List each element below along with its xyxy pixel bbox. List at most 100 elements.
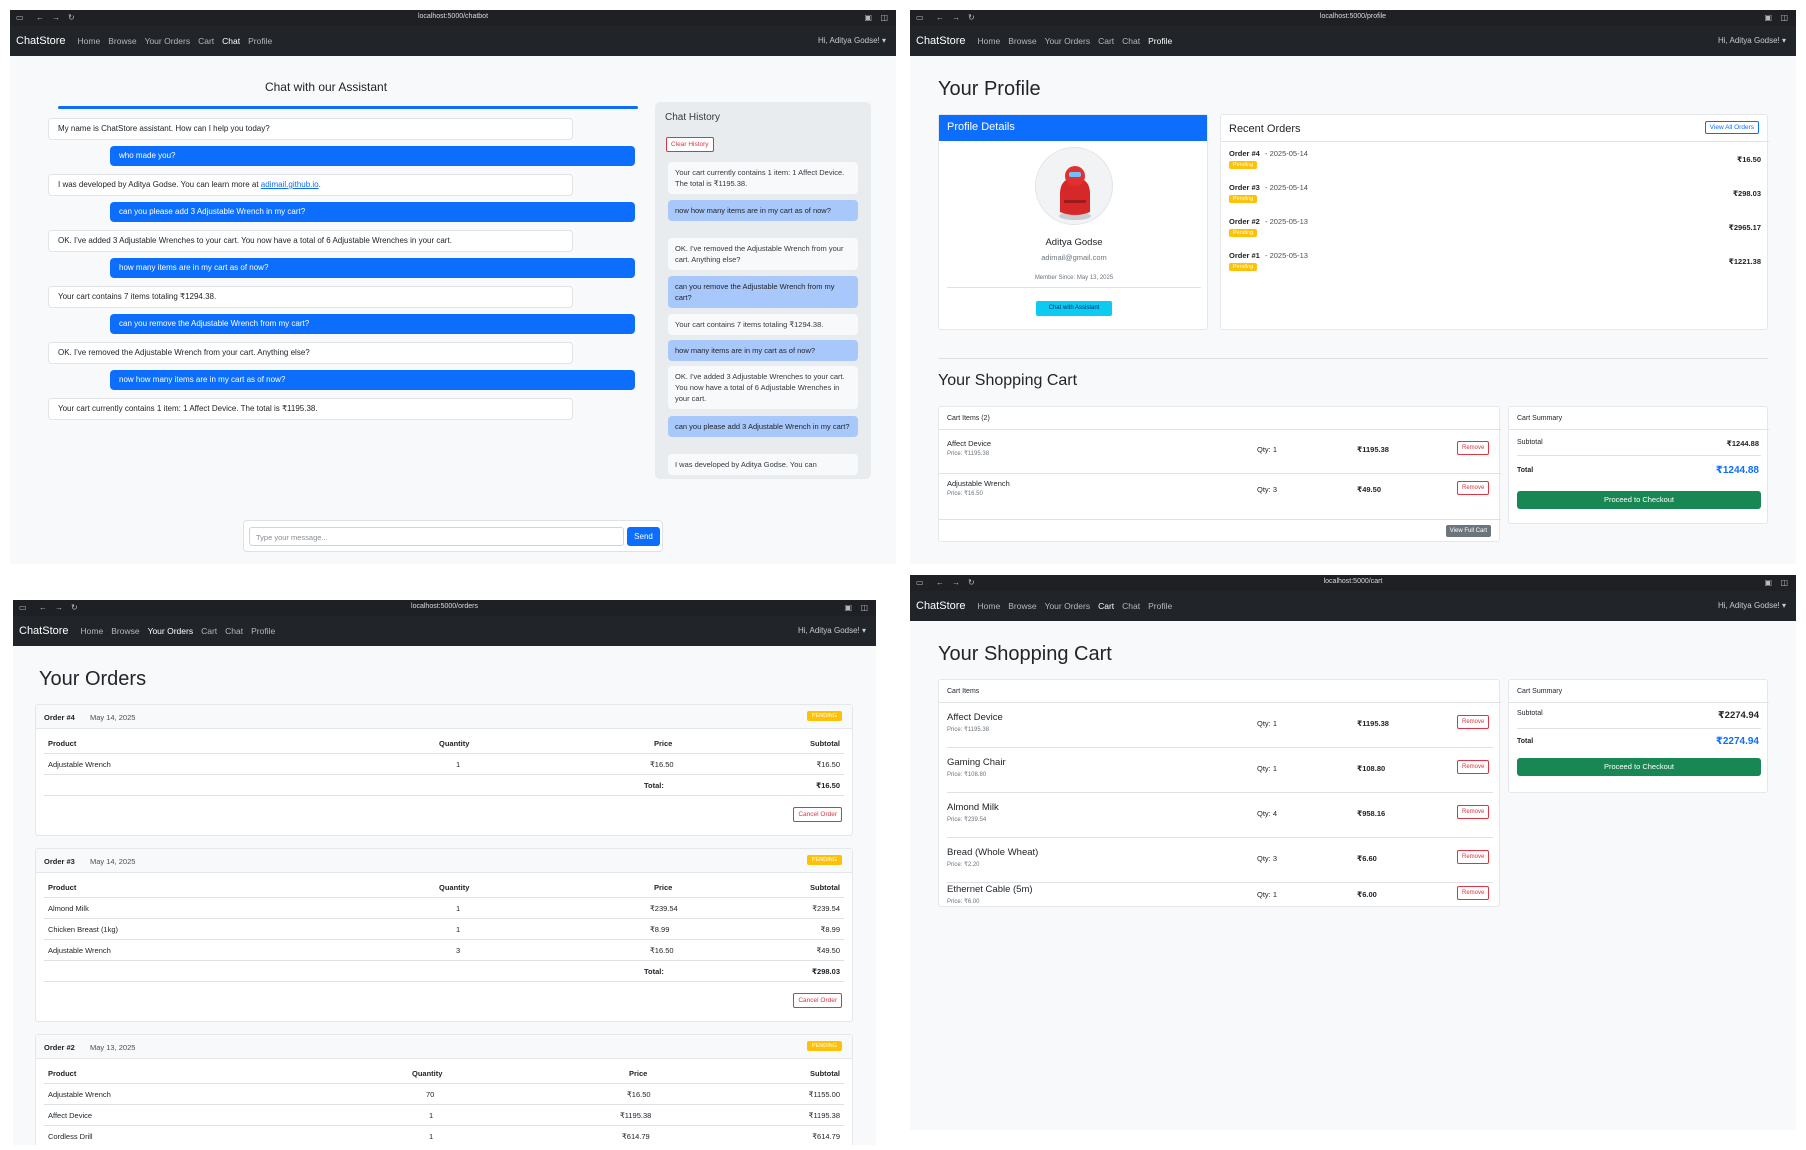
split-view-icon[interactable]: ◫ bbox=[880, 13, 888, 22]
recent-order-row[interactable]: Order #2 - 2025-05-13 Pending ₹2965.17 bbox=[1229, 217, 1761, 247]
back-icon[interactable]: ← bbox=[936, 13, 944, 22]
cell-quantity: 70 bbox=[426, 1090, 435, 1099]
nav-browse[interactable]: Browse bbox=[108, 36, 137, 46]
nav-orders[interactable]: Your Orders bbox=[1044, 601, 1091, 611]
forward-icon[interactable]: → bbox=[952, 578, 960, 587]
recent-order-row[interactable]: Order #1 - 2025-05-13 Pending ₹1221.38 bbox=[1229, 251, 1761, 281]
extensions-icon[interactable]: ▣ bbox=[1764, 13, 1772, 22]
split-view-icon[interactable]: ◫ bbox=[1780, 13, 1788, 22]
split-view-icon[interactable]: ◫ bbox=[860, 603, 868, 612]
forward-icon[interactable]: → bbox=[55, 603, 63, 612]
nav-profile[interactable]: Profile bbox=[248, 36, 273, 46]
brand-logo[interactable]: ChatStore bbox=[916, 600, 966, 612]
checkout-button[interactable]: Proceed to Checkout bbox=[1517, 491, 1761, 509]
nav-browse[interactable]: Browse bbox=[1008, 36, 1037, 46]
sidebar-toggle-icon[interactable]: ▭ bbox=[916, 13, 924, 22]
nav-cart[interactable]: Cart bbox=[1098, 601, 1115, 611]
user-menu[interactable]: Hi, Aditya Godse! ▾ bbox=[1717, 601, 1786, 610]
brand-logo[interactable]: ChatStore bbox=[19, 625, 69, 637]
extensions-icon[interactable]: ▣ bbox=[864, 13, 872, 22]
user-menu[interactable]: Hi, Aditya Godse! ▾ bbox=[1717, 36, 1786, 45]
history-item[interactable]: I was developed by Aditya Godse. You can bbox=[668, 454, 858, 475]
back-icon[interactable]: ← bbox=[39, 603, 47, 612]
send-button[interactable]: Send bbox=[627, 527, 660, 546]
history-item[interactable]: can you please add 3 Adjustable Wrench i… bbox=[668, 416, 858, 437]
split-view-icon[interactable]: ◫ bbox=[1780, 578, 1788, 587]
remove-button[interactable]: Remove bbox=[1457, 886, 1490, 900]
address-bar[interactable]: localhost:5000/profile bbox=[1319, 13, 1387, 20]
chat-history-panel[interactable]: Chat History Clear History Your cart cur… bbox=[655, 102, 871, 479]
nav-orders[interactable]: Your Orders bbox=[147, 626, 194, 636]
nav-chat[interactable]: Chat bbox=[1122, 36, 1141, 46]
user-menu[interactable]: Hi, Aditya Godse! ▾ bbox=[817, 36, 886, 45]
item-name: Adjustable Wrench bbox=[947, 479, 1010, 488]
nav-profile[interactable]: Profile bbox=[251, 626, 276, 636]
extensions-icon[interactable]: ▣ bbox=[844, 603, 852, 612]
clear-history-button[interactable]: Clear History bbox=[666, 137, 714, 152]
chat-with-assistant-button[interactable]: Chat with Assistant bbox=[1036, 301, 1112, 316]
history-item[interactable]: Your cart contains 7 items totaling ₹129… bbox=[668, 314, 858, 335]
history-item[interactable]: OK. I've added 3 Adjustable Wrenches to … bbox=[668, 366, 858, 409]
view-all-orders-button[interactable]: View All Orders bbox=[1704, 121, 1759, 134]
recent-order-row[interactable]: Order #4 - 2025-05-14 Pending ₹16.50 bbox=[1229, 149, 1761, 179]
message-input[interactable]: Type your message... bbox=[249, 527, 624, 546]
bot-message-link[interactable]: adimail.github.io bbox=[260, 180, 319, 189]
history-item[interactable]: how many items are in my cart as of now? bbox=[668, 340, 858, 361]
nav-profile[interactable]: Profile bbox=[1148, 601, 1173, 611]
cancel-order-button[interactable]: Cancel Order bbox=[793, 993, 842, 1008]
col-product: Product bbox=[48, 1069, 77, 1078]
history-item[interactable]: now how many items are in my cart as of … bbox=[668, 200, 858, 221]
table-row: Adjustable Wrench 1 ₹16.50 ₹16.50 bbox=[44, 754, 844, 775]
nav-home[interactable]: Home bbox=[977, 36, 1001, 46]
brand-logo[interactable]: ChatStore bbox=[916, 35, 966, 47]
nav-home[interactable]: Home bbox=[977, 601, 1001, 611]
remove-button[interactable]: Remove bbox=[1457, 715, 1490, 729]
sidebar-toggle-icon[interactable]: ▭ bbox=[916, 578, 924, 587]
nav-cart[interactable]: Cart bbox=[198, 36, 215, 46]
checkout-button[interactable]: Proceed to Checkout bbox=[1517, 758, 1761, 776]
history-item[interactable]: OK. I've removed the Adjustable Wrench f… bbox=[668, 238, 858, 270]
history-item[interactable]: Your cart currently contains 1 item: 1 A… bbox=[668, 162, 858, 194]
nav-orders[interactable]: Your Orders bbox=[1044, 36, 1091, 46]
recent-order-row[interactable]: Order #3 - 2025-05-14 Pending ₹298.03 bbox=[1229, 183, 1761, 213]
item-qty: Qty: 3 bbox=[1257, 485, 1278, 494]
nav-browse[interactable]: Browse bbox=[111, 626, 140, 636]
forward-icon[interactable]: → bbox=[52, 13, 60, 22]
recent-orders-card: Recent Orders View All Orders Order #4 -… bbox=[1220, 114, 1769, 330]
nav-orders[interactable]: Your Orders bbox=[144, 36, 191, 46]
remove-button[interactable]: Remove bbox=[1457, 805, 1490, 819]
user-menu[interactable]: Hi, Aditya Godse! ▾ bbox=[797, 626, 866, 635]
extensions-icon[interactable]: ▣ bbox=[1764, 578, 1772, 587]
remove-button[interactable]: Remove bbox=[1457, 481, 1490, 495]
back-icon[interactable]: ← bbox=[936, 578, 944, 587]
chat-messages[interactable]: My name is ChatStore assistant. How can … bbox=[48, 106, 648, 434]
forward-icon[interactable]: → bbox=[952, 13, 960, 22]
reload-icon[interactable]: ↻ bbox=[968, 13, 975, 22]
sidebar-toggle-icon[interactable]: ▭ bbox=[16, 13, 24, 22]
remove-button[interactable]: Remove bbox=[1457, 441, 1490, 455]
nav-home[interactable]: Home bbox=[80, 626, 104, 636]
reload-icon[interactable]: ↻ bbox=[71, 603, 78, 612]
nav-chat[interactable]: Chat bbox=[1122, 601, 1141, 611]
nav-cart[interactable]: Cart bbox=[1098, 36, 1115, 46]
order-date: - 2025-05-14 bbox=[1265, 183, 1308, 192]
sidebar-toggle-icon[interactable]: ▭ bbox=[19, 603, 27, 612]
nav-home[interactable]: Home bbox=[77, 36, 101, 46]
nav-cart[interactable]: Cart bbox=[201, 626, 218, 636]
address-bar[interactable]: localhost:5000/cart bbox=[1323, 578, 1383, 585]
history-item[interactable]: can you remove the Adjustable Wrench fro… bbox=[668, 276, 858, 308]
brand-logo[interactable]: ChatStore bbox=[16, 35, 66, 47]
reload-icon[interactable]: ↻ bbox=[68, 13, 75, 22]
cancel-order-button[interactable]: Cancel Order bbox=[793, 807, 842, 822]
reload-icon[interactable]: ↻ bbox=[968, 578, 975, 587]
remove-button[interactable]: Remove bbox=[1457, 850, 1490, 864]
nav-chat[interactable]: Chat bbox=[225, 626, 244, 636]
nav-chat[interactable]: Chat bbox=[222, 36, 241, 46]
back-icon[interactable]: ← bbox=[36, 13, 44, 22]
nav-profile[interactable]: Profile bbox=[1148, 36, 1173, 46]
address-bar[interactable]: localhost:5000/orders bbox=[411, 603, 478, 610]
remove-button[interactable]: Remove bbox=[1457, 760, 1490, 774]
view-full-cart-button[interactable]: View Full Cart bbox=[1445, 525, 1491, 537]
nav-browse[interactable]: Browse bbox=[1008, 601, 1037, 611]
address-bar[interactable]: localhost:5000/chatbot bbox=[417, 13, 489, 20]
